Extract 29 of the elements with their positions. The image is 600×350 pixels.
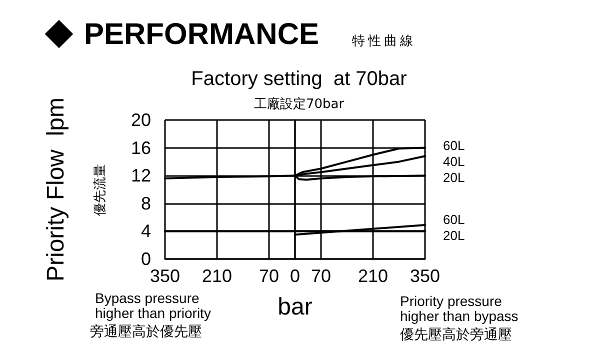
y-tick-label: 8 [140, 193, 151, 214]
chart-subtitle: 工廠設定70bar [254, 97, 345, 112]
x-tick-label: 0 [290, 266, 300, 286]
series-label: 60L [443, 138, 465, 153]
y-tick-label: 12 [130, 166, 151, 186]
text: 旁通壓高於優先壓 [90, 324, 202, 340]
y-tick-label: 4 [140, 221, 151, 242]
y-tick-label: 0 [140, 249, 151, 269]
x-tick-label: 210 [202, 266, 232, 286]
y-tick-label: 20 [130, 110, 151, 130]
series-label: 40L [443, 154, 465, 169]
y-tick-label: 16 [130, 138, 151, 158]
x-axis-title: bar [278, 294, 312, 320]
text: PERFORMANCE [84, 18, 320, 51]
text: Bypass pressure higher than priority [95, 290, 211, 322]
x-tick-label: 70 [258, 266, 280, 286]
chart-title: Factory setting at 70bar [191, 68, 408, 90]
x-tick-label: 70 [310, 266, 332, 286]
x-tick-label: 350 [410, 266, 440, 286]
series-label: 20L [443, 170, 465, 185]
text: 優先壓高於旁通壓 [400, 327, 512, 344]
series-label: 60L [443, 212, 465, 228]
x-tick-label: 350 [150, 266, 180, 286]
y-axis-title: Priority Flow lpm [42, 97, 70, 282]
series-label: 20L [443, 228, 465, 244]
x-tick-label: 210 [358, 266, 388, 286]
text: 特性曲線 [352, 34, 416, 50]
text: Priority pressure higher than bypass [400, 293, 518, 325]
text: 優先流量 [92, 164, 108, 216]
